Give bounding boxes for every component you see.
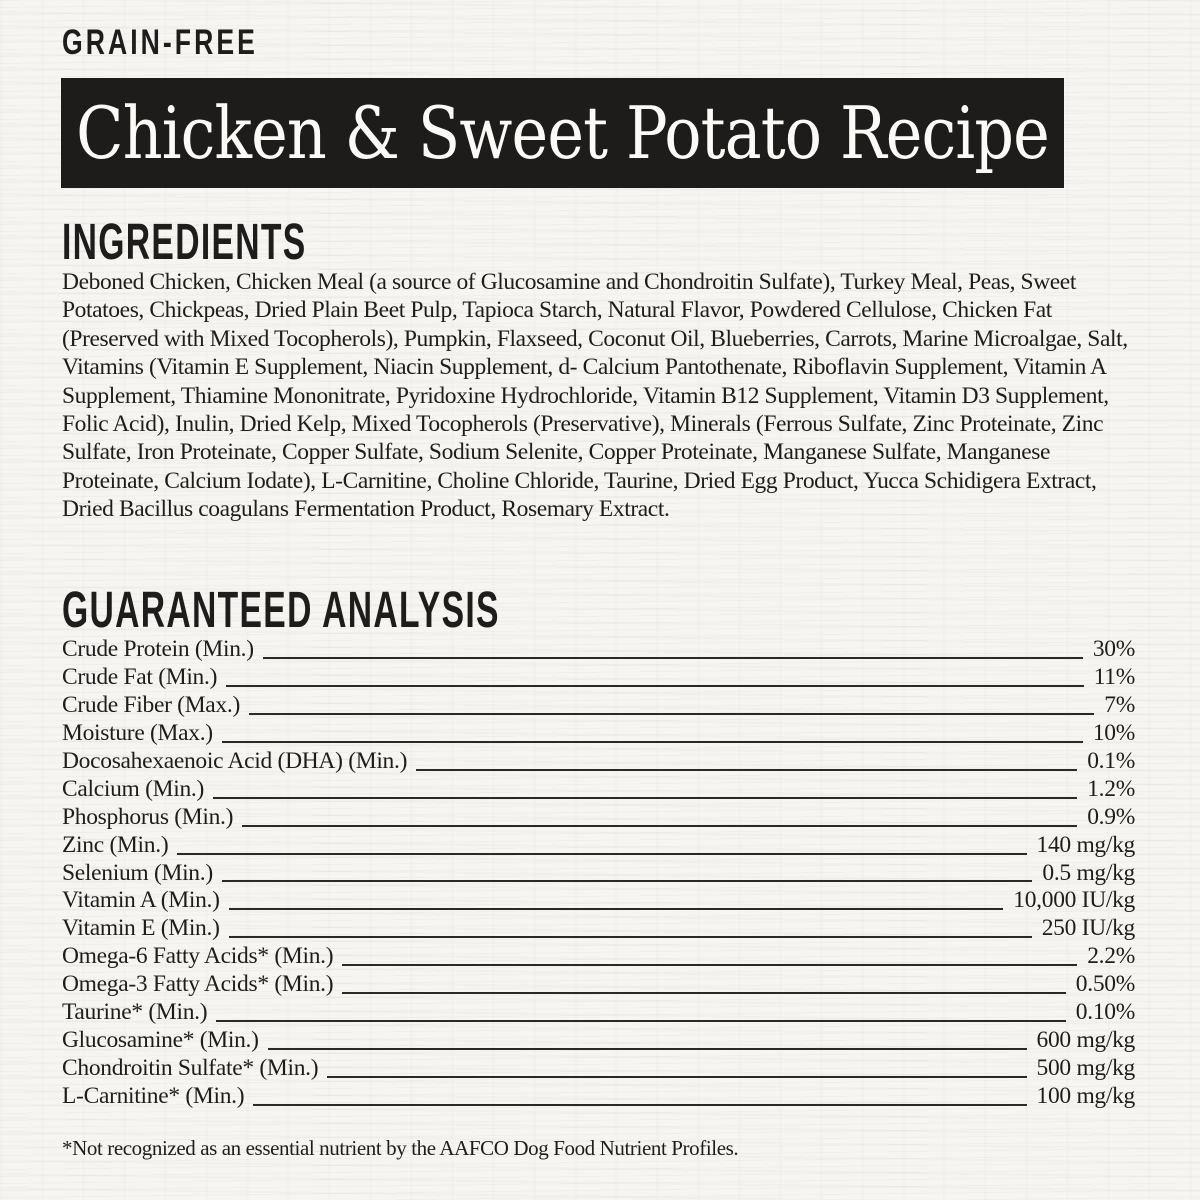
- leader-line: [221, 740, 1083, 743]
- nutrient-value: 100 mg/kg: [1036, 1083, 1136, 1109]
- nutrient-name: Crude Fat (Min.): [62, 663, 218, 690]
- nutrient-value: 0.10%: [1075, 999, 1136, 1026]
- nutrient-value: 11%: [1093, 663, 1136, 690]
- analysis-row: Calcium (Min.) 1.2%: [62, 776, 1135, 804]
- analysis-row: Crude Fiber (Max.) 7%: [62, 692, 1135, 720]
- nutrient-name: Calcium (Min.): [62, 775, 204, 802]
- leader-line: [177, 852, 1027, 855]
- nutrient-value: 0.1%: [1087, 747, 1135, 774]
- analysis-row: Vitamin E (Min.) 250 IU/kg: [62, 915, 1135, 943]
- nutrient-value: 2.2%: [1087, 943, 1135, 970]
- guaranteed-analysis-table: Crude Protein (Min.) 30% Crude Fat (Min.…: [62, 636, 1135, 1111]
- leader-line: [228, 936, 1032, 939]
- analysis-row: Moisture (Max.) 10%: [62, 720, 1135, 748]
- nutrient-value: 500 mg/kg: [1036, 1055, 1136, 1082]
- analysis-row: Zinc (Min.) 140 mg/kg: [62, 832, 1135, 860]
- analysis-row: Chondroitin Sulfate* (Min.) 500 mg/kg: [62, 1055, 1135, 1083]
- recipe-title: Chicken & Sweet Potato Recipe: [76, 91, 1050, 175]
- nutrient-name: Docosahexaenoic Acid (DHA) (Min.): [62, 747, 408, 774]
- leader-line: [262, 656, 1083, 659]
- guaranteed-analysis-heading: GUARANTEED ANALYSIS: [62, 581, 500, 638]
- analysis-row: L-Carnitine* (Min.) 100 mg/kg: [62, 1083, 1135, 1111]
- analysis-row: Phosphorus (Min.) 0.9%: [62, 804, 1135, 832]
- nutrient-value: 600 mg/kg: [1036, 1027, 1136, 1054]
- nutrient-name: Crude Protein (Min.): [62, 636, 254, 662]
- leader-line: [228, 908, 1004, 911]
- analysis-row: Omega-3 Fatty Acids* (Min.) 0.50%: [62, 971, 1135, 999]
- nutrient-value: 10,000 IU/kg: [1013, 887, 1135, 914]
- leader-line: [213, 796, 1078, 799]
- leader-line: [226, 684, 1084, 687]
- nutrient-value: 250 IU/kg: [1041, 915, 1136, 942]
- nutrient-value: 30%: [1092, 636, 1135, 662]
- leader-line: [216, 1020, 1066, 1023]
- nutrient-name: Vitamin E (Min.): [62, 915, 220, 942]
- analysis-row: Crude Protein (Min.) 30%: [62, 636, 1135, 664]
- nutrient-value: 1.2%: [1087, 775, 1135, 802]
- aafco-footnote: *Not recognized as an essential nutrient…: [62, 1136, 739, 1160]
- ingredients-heading: INGREDIENTS: [62, 213, 307, 270]
- leader-line: [327, 1076, 1027, 1078]
- leader-line: [253, 1103, 1027, 1106]
- leader-line: [342, 964, 1078, 967]
- leader-line: [249, 712, 1095, 715]
- nutrient-value: 140 mg/kg: [1036, 831, 1136, 858]
- analysis-row: Selenium (Min.) 0.5 mg/kg: [62, 860, 1135, 888]
- analysis-row: Omega-6 Fatty Acids* (Min.) 2.2%: [62, 943, 1135, 971]
- nutrient-name: Chondroitin Sulfate* (Min.): [62, 1055, 319, 1082]
- title-banner: Chicken & Sweet Potato Recipe: [61, 78, 1064, 188]
- nutrient-value: 0.50%: [1075, 971, 1136, 998]
- nutrient-name: Selenium (Min.): [62, 859, 213, 886]
- leader-line: [342, 992, 1066, 995]
- leader-line: [416, 768, 1078, 771]
- nutrient-name: Vitamin A (Min.): [62, 887, 220, 914]
- nutrient-name: Omega-6 Fatty Acids* (Min.): [62, 943, 334, 970]
- analysis-row: Taurine* (Min.) 0.10%: [62, 999, 1135, 1027]
- grain-free-badge: GRAIN-FREE: [62, 23, 258, 62]
- leader-line: [221, 880, 1033, 883]
- nutrient-name: Zinc (Min.): [62, 831, 169, 858]
- nutrient-name: Glucosamine* (Min.): [62, 1027, 259, 1054]
- ingredients-list: Deboned Chicken, Chicken Meal (a source …: [62, 269, 1128, 523]
- analysis-row: Crude Fat (Min.) 11%: [62, 664, 1135, 692]
- leader-line: [267, 1048, 1027, 1051]
- nutrient-name: Taurine* (Min.): [62, 999, 208, 1026]
- nutrient-value: 10%: [1092, 719, 1135, 746]
- nutrient-name: Moisture (Max.): [62, 719, 213, 746]
- nutrient-value: 0.5 mg/kg: [1042, 859, 1135, 886]
- nutrient-name: Phosphorus (Min.): [62, 803, 234, 830]
- leader-line: [242, 824, 1078, 827]
- analysis-row: Docosahexaenoic Acid (DHA) (Min.) 0.1%: [62, 748, 1135, 776]
- analysis-row: Glucosamine* (Min.) 600 mg/kg: [62, 1027, 1135, 1055]
- nutrient-value: 0.9%: [1087, 803, 1135, 830]
- nutrient-value: 7%: [1104, 691, 1135, 718]
- nutrient-name: Omega-3 Fatty Acids* (Min.): [62, 971, 334, 998]
- analysis-row: Vitamin A (Min.) 10,000 IU/kg: [62, 887, 1135, 915]
- nutrient-name: L-Carnitine* (Min.): [62, 1083, 245, 1109]
- nutrient-name: Crude Fiber (Max.): [62, 691, 240, 718]
